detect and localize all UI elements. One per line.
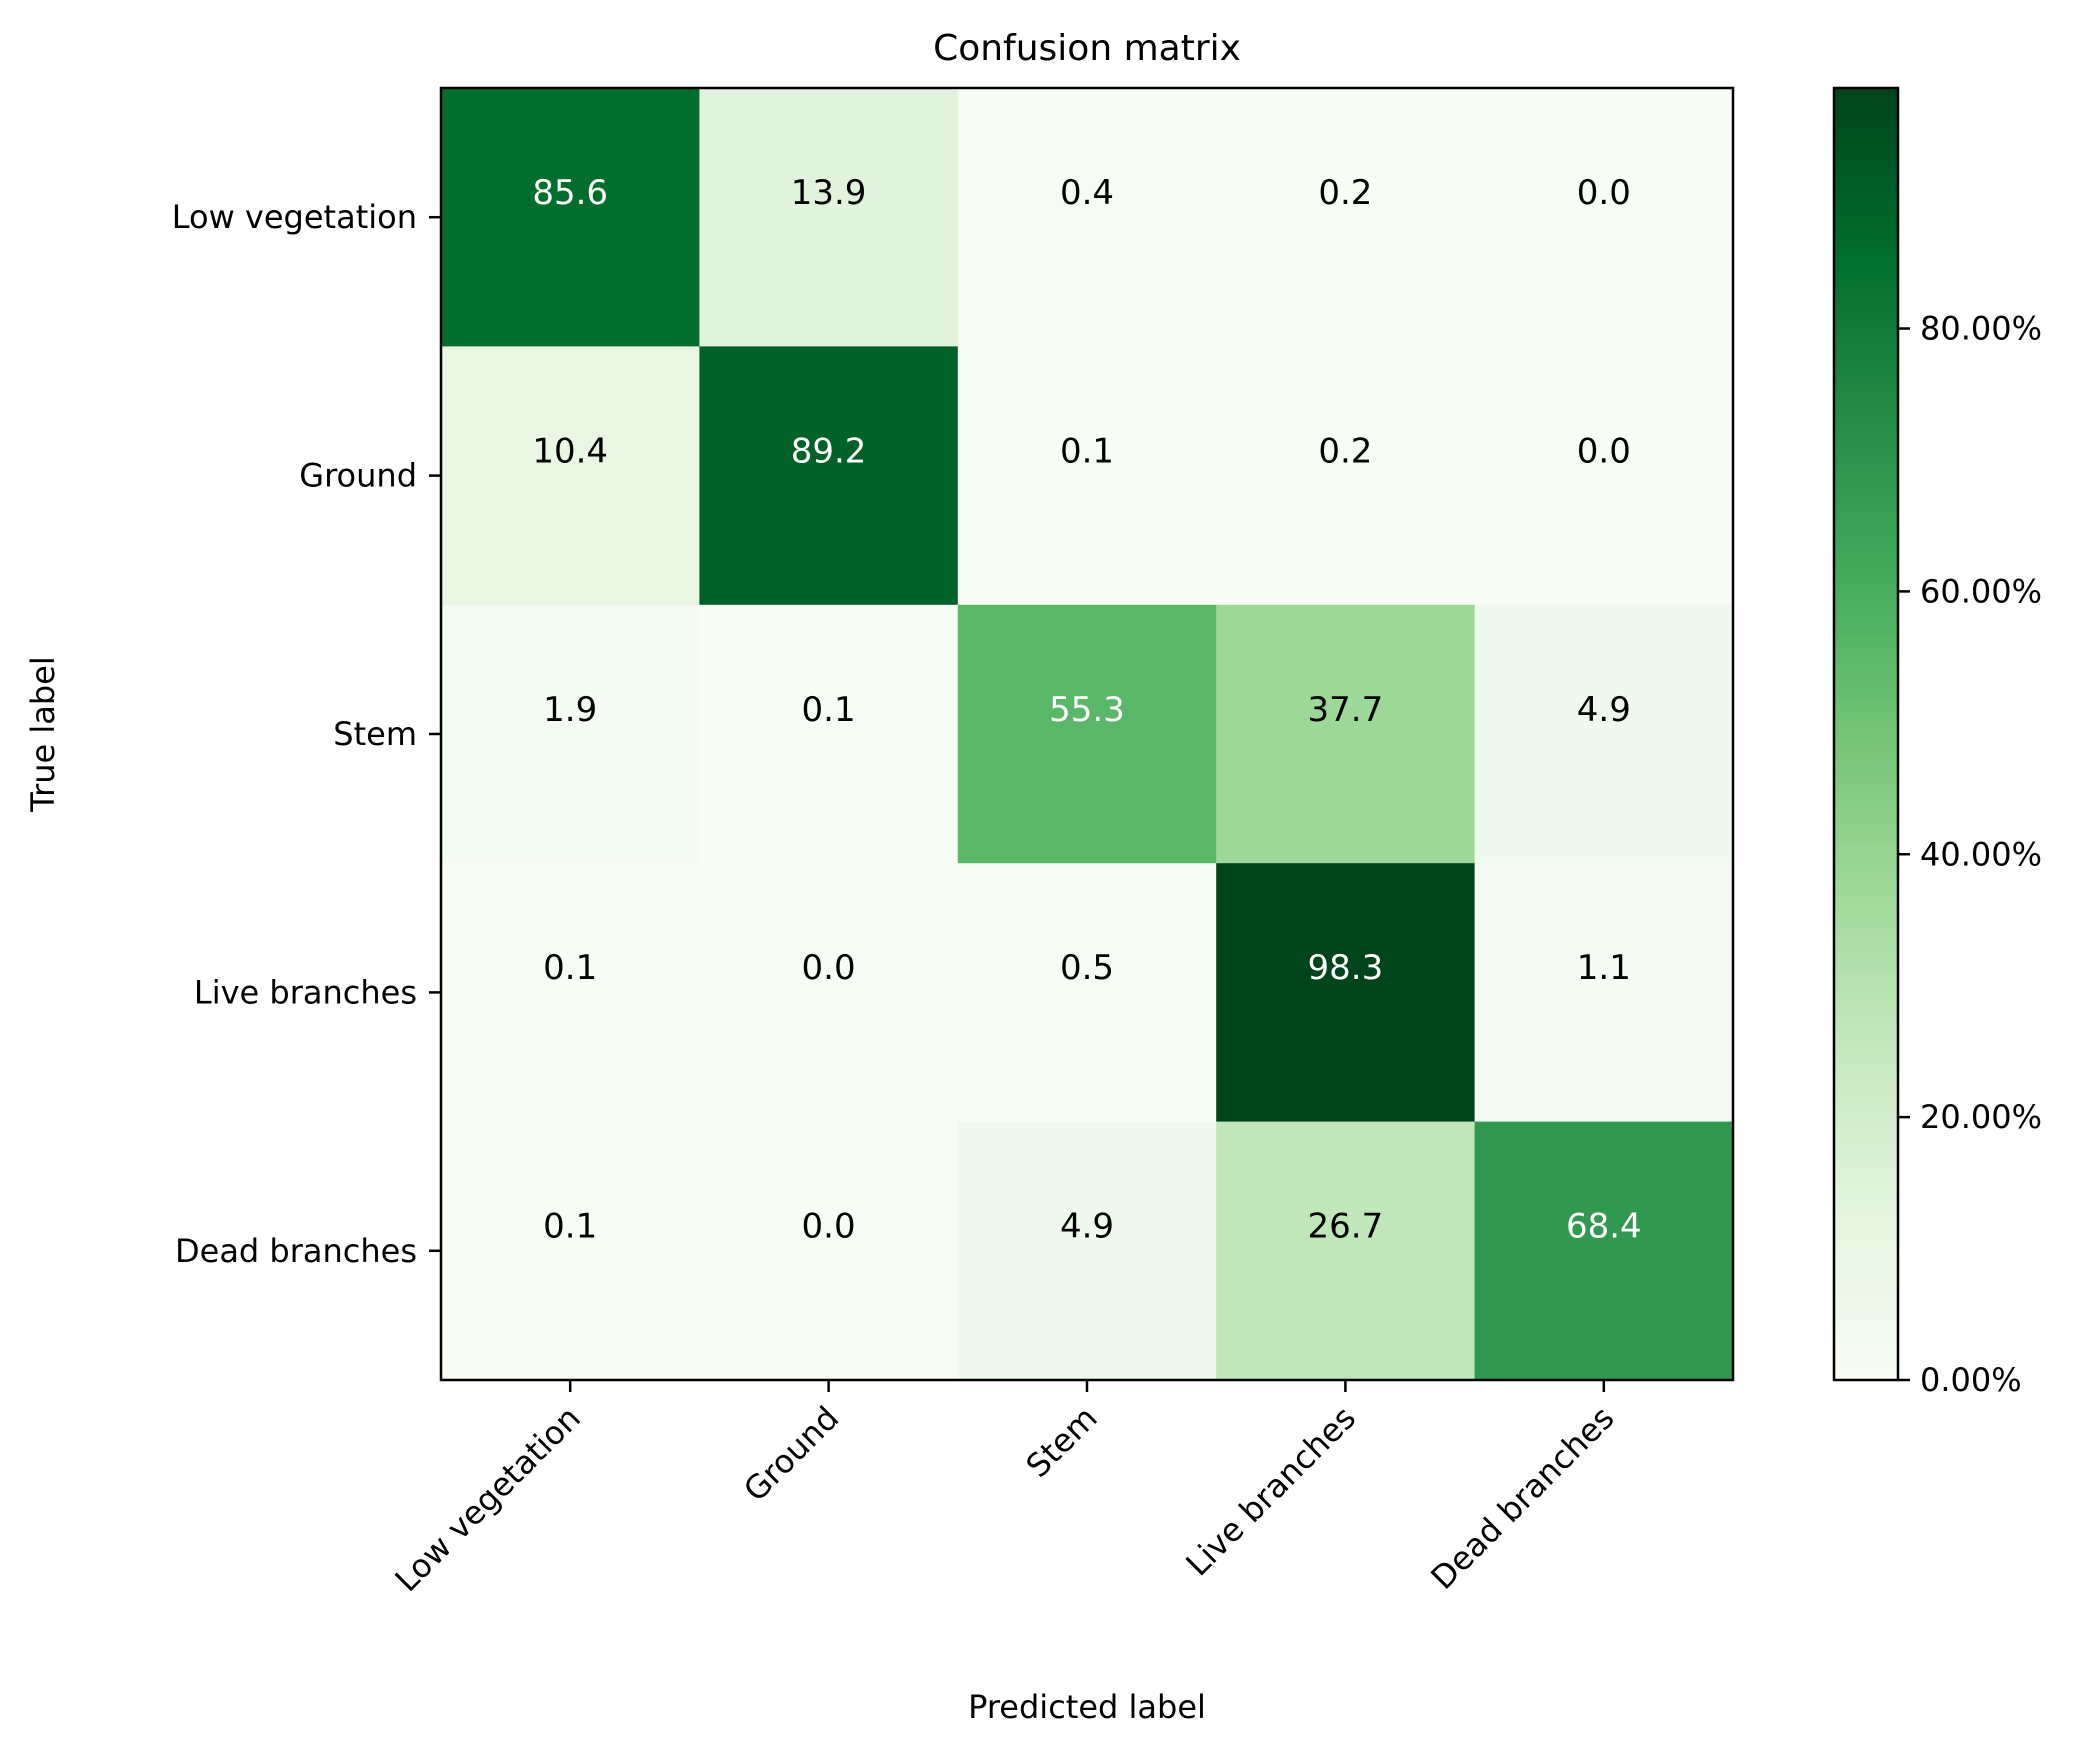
cell-value-label: 85.6 (532, 173, 608, 213)
heatmap-cell (957, 863, 1217, 1123)
cell-value-label: 1.1 (1577, 948, 1631, 988)
heatmap-cell (1474, 1121, 1734, 1381)
cell-value-label: 0.2 (1318, 173, 1372, 213)
cell-value-label: 89.2 (791, 431, 867, 471)
colorbar-tick-label: 60.00% (1920, 572, 2042, 610)
cell-value-label: 0.0 (802, 1207, 856, 1247)
heatmap-cell (441, 604, 700, 864)
y-axis: Low vegetation Ground Stem Live branches Dea… (172, 198, 441, 1270)
cell-value-label: 0.2 (1318, 431, 1372, 471)
cell-value-label: 1.9 (543, 690, 597, 730)
cell-value-label: 10.4 (532, 431, 608, 471)
heatmap-cell (1474, 88, 1734, 347)
heatmap-cell (957, 88, 1217, 347)
cell-value-label: 0.5 (1060, 948, 1114, 988)
cell-value-label: 4.9 (1577, 690, 1631, 730)
cell-value-label: 0.1 (1060, 431, 1114, 471)
heatmap-cell (441, 88, 700, 347)
cell-value-label: 37.7 (1308, 690, 1384, 730)
x-tick-label: Dead branches (1423, 1399, 1621, 1597)
cell-value-label: 0.0 (1577, 173, 1631, 213)
y-tick-label: Stem (333, 715, 417, 753)
heatmap-cell-labels: 85.6 13.9 0.4 0.2 0.0 10.4 89.2 0.1 0.2 0.0 1.9 0.1… (532, 173, 1641, 1247)
x-tick-label: Stem (1019, 1399, 1105, 1485)
x-tick-label: Low vegetation (388, 1399, 588, 1599)
cell-value-label: 13.9 (791, 173, 867, 213)
cell-value-label: 0.1 (802, 690, 856, 730)
heatmap-cell (1216, 346, 1476, 606)
cell-value-label: 98.3 (1308, 948, 1384, 988)
colorbar-tick-label: 0.00% (1920, 1361, 2022, 1399)
heatmap-cell (1474, 863, 1734, 1123)
heatmap-cell (699, 604, 959, 864)
heatmap-cells (441, 88, 1734, 1381)
x-tick-label: Live branches (1178, 1399, 1363, 1584)
x-tick-label: Ground (736, 1399, 846, 1509)
colorbar: 0.00% 20.00% 40.00% 60.00% 80.00% (1832, 86, 2042, 1399)
heatmap-cell (441, 346, 700, 606)
y-tick-label: Dead branches (175, 1232, 417, 1270)
heatmap-cell (1474, 604, 1734, 864)
y-tick-label: Live branches (194, 973, 417, 1011)
heatmap-cell (441, 1121, 700, 1381)
heatmap-cell (1216, 1121, 1476, 1381)
heatmap-cell (957, 1121, 1217, 1381)
colorbar-tick-label: 40.00% (1920, 835, 2042, 873)
cell-value-label: 0.0 (1577, 431, 1631, 471)
heatmap-cell (699, 1121, 959, 1381)
cell-value-label: 68.4 (1566, 1207, 1642, 1247)
heatmap-cell (1474, 346, 1734, 606)
y-tick-label: Ground (299, 457, 417, 495)
heatmap-cell (1216, 604, 1476, 864)
cell-value-label: 0.1 (543, 1207, 597, 1247)
chart-title: Confusion matrix (933, 28, 1241, 69)
heatmap-cell (957, 604, 1217, 864)
cell-value-label: 4.9 (1060, 1207, 1114, 1247)
y-tick-label: Low vegetation (172, 198, 417, 236)
colorbar-gradient (1832, 86, 1900, 1382)
colorbar-tick-label: 20.00% (1920, 1098, 2042, 1136)
cell-value-label: 0.1 (543, 948, 597, 988)
cell-value-label: 0.0 (802, 948, 856, 988)
heatmap-cell (957, 346, 1217, 606)
cell-value-label: 26.7 (1308, 1207, 1384, 1247)
x-axis-label: Predicted label (968, 1688, 1206, 1726)
cell-value-label: 0.4 (1060, 173, 1114, 213)
x-axis: Low vegetation Ground Stem Live branches Dea… (388, 1380, 1621, 1599)
cell-value-label: 55.3 (1049, 690, 1125, 730)
heatmap-cell (441, 863, 700, 1123)
heatmap-cell (1216, 88, 1476, 347)
heatmap-cell (699, 863, 959, 1123)
heatmap-cell (699, 88, 959, 347)
colorbar-tick-label: 80.00% (1920, 310, 2042, 348)
colorbar-ticks: 0.00% 20.00% 40.00% 60.00% 80.00% (1898, 310, 2042, 1399)
y-axis-label: True label (24, 656, 62, 813)
heatmap-cell (1216, 863, 1476, 1123)
heatmap-cell (699, 346, 959, 606)
